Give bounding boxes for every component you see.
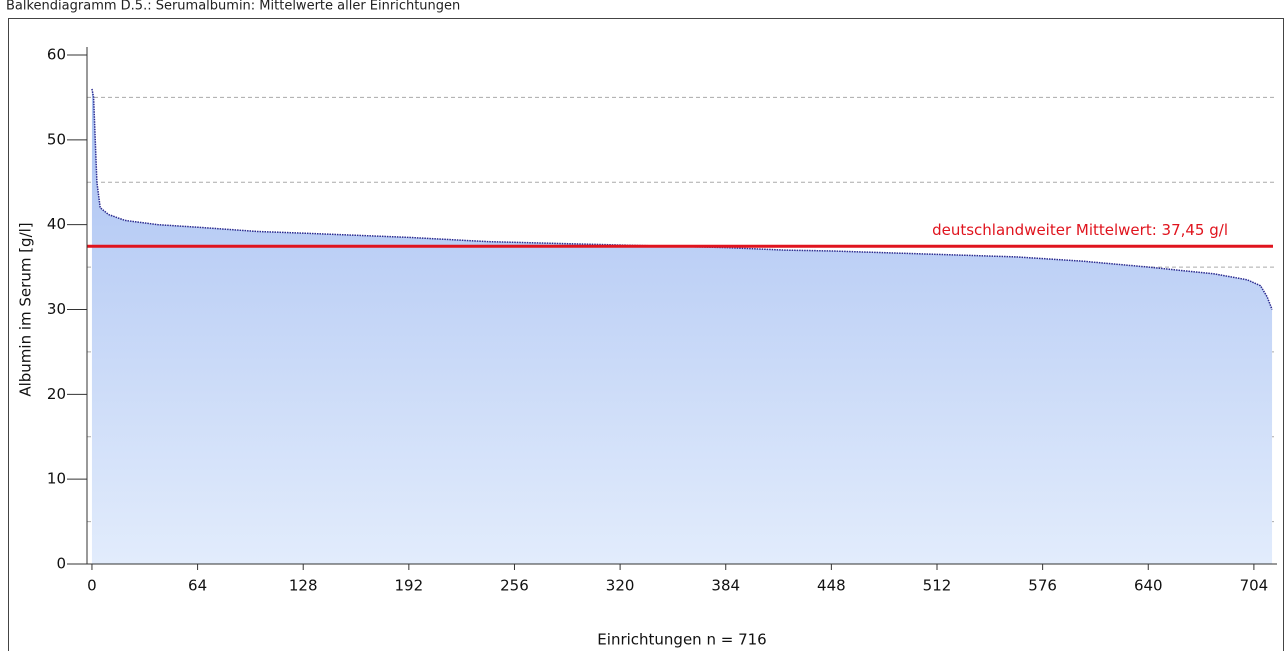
y-tick-label: 10 — [47, 470, 66, 488]
y-tick-label: 20 — [47, 385, 66, 403]
x-axis-title: Einrichtungen n = 716 — [597, 631, 766, 649]
x-tick-label: 256 — [500, 577, 529, 595]
y-tick-label: 40 — [47, 215, 66, 233]
x-tick-label: 704 — [1240, 577, 1269, 595]
y-axis-title: Albumin im Serum [g/l] — [17, 222, 35, 396]
y-tick-label: 60 — [47, 46, 66, 64]
y-tick-label: 30 — [47, 300, 66, 318]
x-tick-label: 320 — [606, 577, 635, 595]
frame — [8, 18, 1284, 651]
y-tick-label: 50 — [47, 130, 66, 148]
x-tick-label: 448 — [817, 577, 846, 595]
x-tick-label: 512 — [923, 577, 952, 595]
x-tick-label: 128 — [289, 577, 318, 595]
x-tick-label: 576 — [1028, 577, 1057, 595]
chart-title: Balkendiagramm D.5.: Serumalbumin: Mitte… — [6, 0, 460, 14]
x-tick-label: 64 — [188, 577, 207, 595]
mean-label: deutschlandweiter Mittelwert: 37,45 g/l — [932, 221, 1228, 239]
x-tick-label: 384 — [711, 577, 740, 595]
x-tick-label: 0 — [87, 577, 97, 595]
y-tick-label: 0 — [56, 555, 66, 573]
x-tick-label: 192 — [395, 577, 424, 595]
area-line — [91, 88, 1273, 310]
x-tick-label: 640 — [1134, 577, 1163, 595]
area — [91, 88, 1273, 565]
